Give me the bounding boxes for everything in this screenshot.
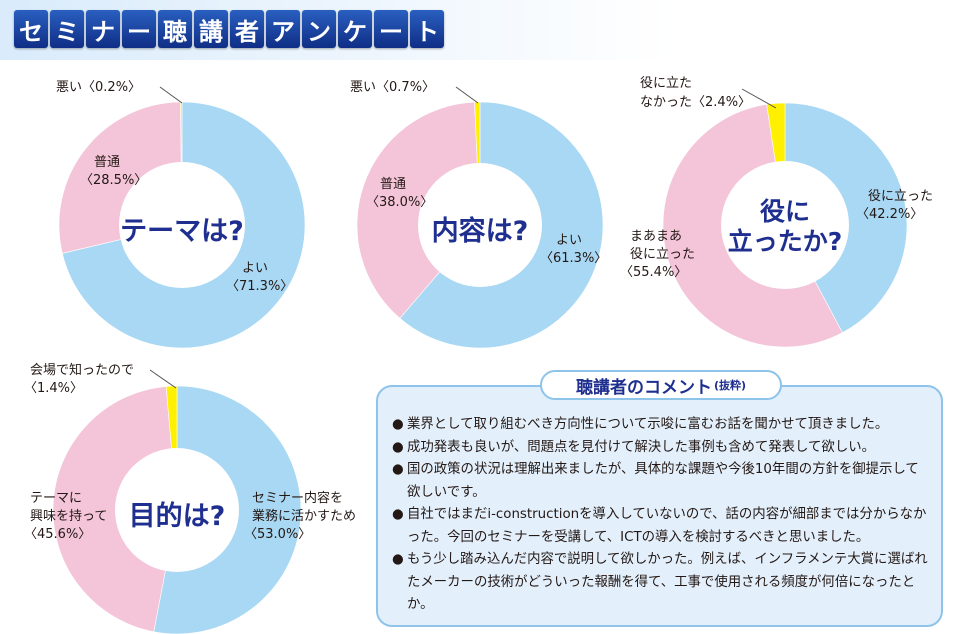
comment-text: もう少し踏み込んだ内容で説明して欲しかった。例えば、インフラメンテ大賞に選ばれた… — [407, 552, 928, 612]
bullet-icon: ● — [392, 552, 404, 567]
slice-value-good: 〈61.3%〉 — [540, 251, 607, 266]
bullet-icon: ● — [392, 439, 404, 455]
pie-slice — [356, 101, 481, 319]
comment-text: 成功発表も良いが、問題点を見付けて解決した事例も含めて発表して欲しい。 — [407, 439, 875, 455]
donut-chart-usefulness: 役に 立ったか? 役に立た なかった〈2.4%〉 役に立った 〈42.2%〉 ま… — [620, 76, 933, 348]
comment-item: ● 業界として取り組むべき方向性について示唆に富むお話を聞かせて頂きました。 — [392, 414, 932, 437]
comment-title: 聴講者のコメント (抜粋) — [540, 370, 782, 400]
slice-label-somewhat: まあまあ — [630, 229, 682, 244]
comment-item: ● 自社ではまだi-constructionを導入していないので、話の内容が細部ま… — [392, 504, 932, 549]
comment-text: 自社ではまだi-constructionを導入していないので、話の内容が細部まで… — [407, 507, 927, 545]
title-char: ー — [374, 10, 408, 48]
title-char: ー — [122, 10, 156, 48]
leader-line — [159, 86, 183, 104]
donut-chart-theme: テーマは? 悪い〈0.2%〉 普通 〈28.5%〉 よい 〈71.3%〉 — [56, 80, 306, 349]
bullet-icon: ● — [392, 417, 404, 432]
chart-title-line: 立ったか? — [728, 227, 843, 256]
donut-hole — [721, 161, 849, 289]
slice-label-notuseful: 役に立た — [640, 76, 692, 91]
slice-label-good: よい — [556, 233, 582, 248]
title-char: 聴 — [158, 10, 192, 48]
donut-chart-content: 内容は? 悪い〈0.7%〉 普通 〈38.0%〉 よい 〈61.3%〉 — [350, 80, 607, 349]
leader-line — [149, 369, 177, 389]
title-char: ア — [266, 10, 300, 48]
slice-label-interest: テーマに — [30, 491, 82, 506]
slice-value: 〈0.2%〉 — [82, 80, 141, 95]
comment-text: 国の政策の状況は理解出来ましたが、具体的な課題や今後10年間の方針を御提示して欲… — [407, 462, 919, 500]
slice-value-normal: 〈38.0%〉 — [366, 195, 433, 210]
slice-label-notuseful-2: なかった〈2.4%〉 — [640, 95, 751, 110]
slice-label-interest: 興味を持って — [30, 509, 107, 524]
slice-value-normal: 〈28.5%〉 — [80, 173, 147, 188]
chart-title: テーマは? — [120, 216, 244, 247]
title-char: ナ — [86, 10, 120, 48]
bullet-icon: ● — [392, 507, 404, 522]
slice-label-business: セミナー内容を — [252, 490, 343, 506]
title-char: ン — [302, 10, 336, 48]
donut-chart-purpose: 目的は? 会場で知ったので 〈1.4%〉 テーマに 興味を持って 〈45.6%〉… — [24, 362, 356, 634]
chart-title-line: 役に — [760, 197, 810, 226]
slice-value-business: 〈53.0%〉 — [244, 527, 311, 542]
slice-value-useful: 〈42.2%〉 — [856, 207, 923, 222]
slice-label-useful: 役に立った — [868, 189, 933, 204]
slice-label-business: 業務に活かすため — [252, 508, 356, 524]
donut-hole — [119, 162, 245, 288]
slice-label-good: よい — [242, 261, 268, 276]
title-char: ト — [410, 10, 444, 48]
pie-slice — [52, 386, 178, 633]
comment-text: 業界として取り組むべき方向性について示唆に富むお話を聞かせて頂きました。 — [407, 417, 889, 432]
title-char: 者 — [230, 10, 264, 48]
slice-label: なかった — [640, 95, 692, 110]
slice-value: 〈2.4%〉 — [692, 95, 751, 110]
comment-item: ● もう少し踏み込んだ内容で説明して欲しかった。例えば、インフラメンテ大賞に選ばれ… — [392, 549, 932, 617]
slice-label-somewhat: 役に立った — [630, 247, 695, 262]
comment-item: ● 国の政策の状況は理解出来ましたが、具体的な課題や今後10年間の方針を御提示して… — [392, 459, 932, 504]
slice-label: 悪い — [56, 80, 82, 95]
comment-title-suffix: (抜粋) — [713, 379, 747, 392]
slice-label-bad: 悪い〈0.7%〉 — [350, 80, 435, 95]
comment-list: ● 業界として取り組むべき方向性について示唆に富むお話を聞かせて頂きました。 ● 成… — [392, 414, 932, 617]
title-char: 講 — [194, 10, 228, 48]
page-title: セ ミ ナ ー 聴 講 者 ア ン ケ ー ト — [14, 10, 444, 48]
chart-title: 目的は? — [129, 500, 226, 532]
slice-label-normal: 普通 — [94, 155, 120, 170]
slice-label-normal: 普通 — [380, 177, 406, 192]
title-char: ケ — [338, 10, 372, 48]
comment-title-text: 聴講者のコメント — [575, 377, 712, 398]
donut-hole — [115, 448, 239, 572]
chart-title: 内容は? — [432, 215, 529, 247]
slice-value-somewhat: 〈55.4%〉 — [620, 265, 687, 280]
slice-value-interest: 〈45.6%〉 — [24, 527, 91, 542]
donut-hole — [418, 163, 542, 287]
leader-line — [455, 86, 479, 104]
title-char: ミ — [50, 10, 84, 48]
slice-value: 〈0.7%〉 — [376, 80, 435, 95]
slice-label-venue: 会場で知ったので — [30, 362, 134, 378]
comment-box — [376, 385, 943, 627]
bullet-icon: ● — [392, 462, 404, 477]
slice-value-venue: 〈1.4%〉 — [24, 381, 83, 396]
slice-value-good: 〈71.3%〉 — [226, 279, 293, 294]
leader-line — [741, 88, 777, 109]
title-char: セ — [14, 10, 48, 48]
slice-label-bad: 悪い〈0.2%〉 — [56, 80, 141, 95]
slice-label: 悪い — [350, 80, 376, 95]
comment-item: ● 成功発表も良いが、問題点を見付けて解決した事例も含めて発表して欲しい。 — [392, 437, 932, 460]
